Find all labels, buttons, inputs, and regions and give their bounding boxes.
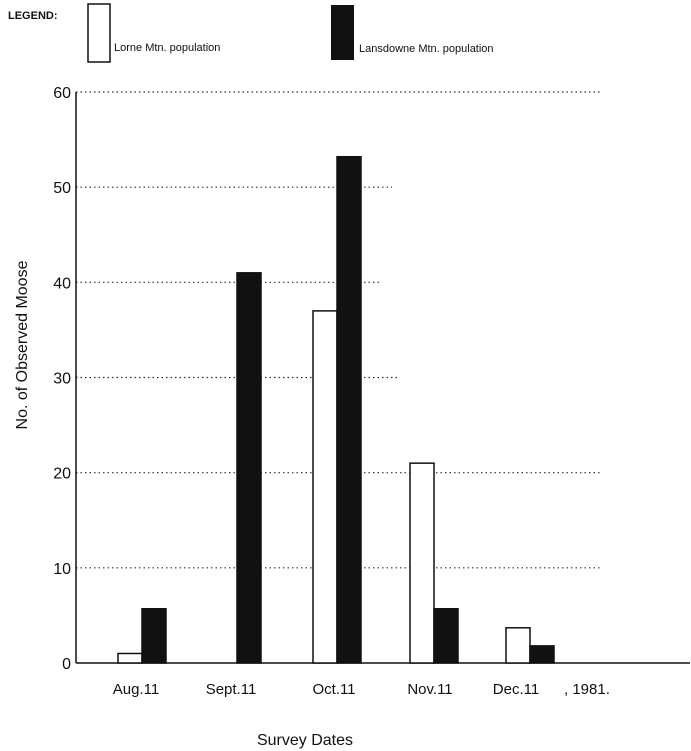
bar-lorne [117,652,143,664]
y-tick-label: 0 [62,656,71,673]
x-axis-title: Survey Dates [257,732,353,749]
bar-lansdowne [236,272,262,664]
gridlines [76,91,602,569]
legend-label-lorne: Lorne Mtn. population [114,42,220,54]
legend: LEGEND: Lorne Mtn. population Lansdowne … [8,3,494,63]
category-label: Aug.11 [113,681,159,698]
category-label: Sept.11 [206,681,257,698]
axes [75,92,690,664]
y-tick-label: 30 [53,371,71,388]
category-label: Oct.11 [312,681,355,698]
category-label: Dec.11 [493,681,539,698]
y-tick-label: 20 [53,466,71,483]
y-tick-label: 60 [53,85,71,102]
bar-lansdowne [336,155,362,664]
y-tick-label: 10 [53,561,71,578]
bar-lorne [312,310,338,664]
bar-lorne [505,627,531,664]
bar-lorne [409,462,435,664]
legend-label-lansdowne: Lansdowne Mtn. population [359,43,494,55]
year-label: , 1981. [564,681,610,698]
legend-title: LEGEND: [8,10,58,22]
bar-lansdowne [529,645,555,664]
category-labels: Aug.11 Sept.11 Oct.11 Nov.11 Dec.11 [113,681,539,698]
bars [117,155,555,664]
y-tick-label: 50 [53,180,71,197]
category-label: Nov.11 [407,681,452,698]
bar-lansdowne [141,608,167,664]
y-axis-title: No. of Observed Moose [14,260,31,429]
bar-lansdowne [433,608,459,664]
legend-swatch-lorne [87,3,111,63]
y-tick-labels: 0 10 20 30 40 50 60 [53,85,71,673]
legend-swatch-lansdowne [331,5,354,60]
y-tick-label: 40 [53,275,71,292]
